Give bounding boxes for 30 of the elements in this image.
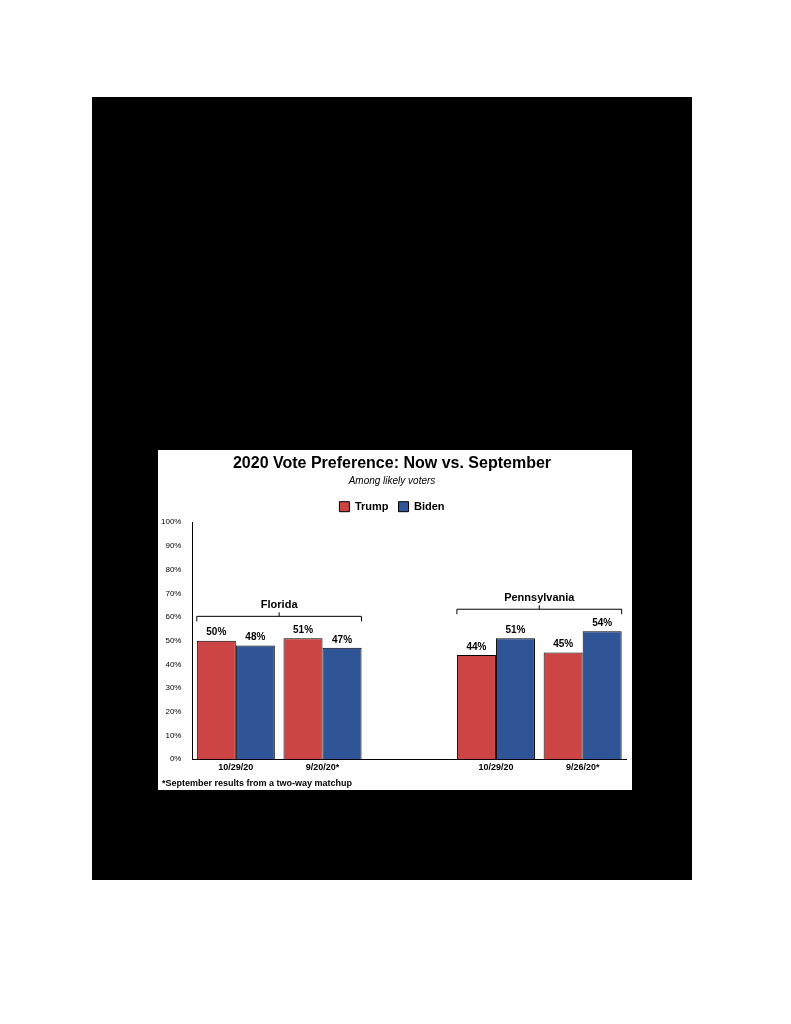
x-tick-label: 10/29/20	[478, 762, 514, 773]
data-label: 47%	[332, 633, 353, 645]
data-label: 48%	[245, 631, 266, 643]
data-label: 51%	[293, 624, 314, 636]
y-tick-label: 50%	[165, 635, 182, 645]
y-tick-label: 100%	[160, 517, 182, 527]
annotation: Pennsylvania	[504, 590, 576, 603]
y-tick-label: 40%	[165, 659, 182, 669]
y-tick-label: 30%	[165, 683, 182, 693]
x-tick-label: 9/26/20*	[565, 762, 600, 773]
x-tick-label: 10/29/20	[218, 762, 254, 773]
data-label: 51%	[505, 624, 526, 636]
chart-subtitle: Among likely voters	[347, 474, 436, 486]
y-tick-label: 90%	[165, 541, 182, 551]
y-tick-label: 20%	[165, 707, 182, 716]
text: *September results from a two-way matchup	[162, 777, 353, 788]
data-label: 54%	[592, 616, 613, 628]
legend-label: Trump	[354, 499, 389, 512]
data-label: 50%	[206, 626, 227, 638]
data-label: 44%	[466, 640, 487, 652]
y-tick-label: 0%	[169, 754, 182, 764]
chart-title: 2020 Vote Preference: Now vs. September	[232, 454, 552, 472]
legend-label: Biden	[414, 499, 445, 512]
data-label: 45%	[553, 638, 574, 650]
y-tick-label: 70%	[165, 588, 182, 598]
y-tick-label: 10%	[165, 730, 182, 740]
y-tick-label: 60%	[165, 612, 182, 622]
annotation: Florida	[260, 597, 299, 610]
y-tick-label: 80%	[165, 564, 182, 574]
x-tick-label: 9/20/20*	[305, 762, 340, 773]
